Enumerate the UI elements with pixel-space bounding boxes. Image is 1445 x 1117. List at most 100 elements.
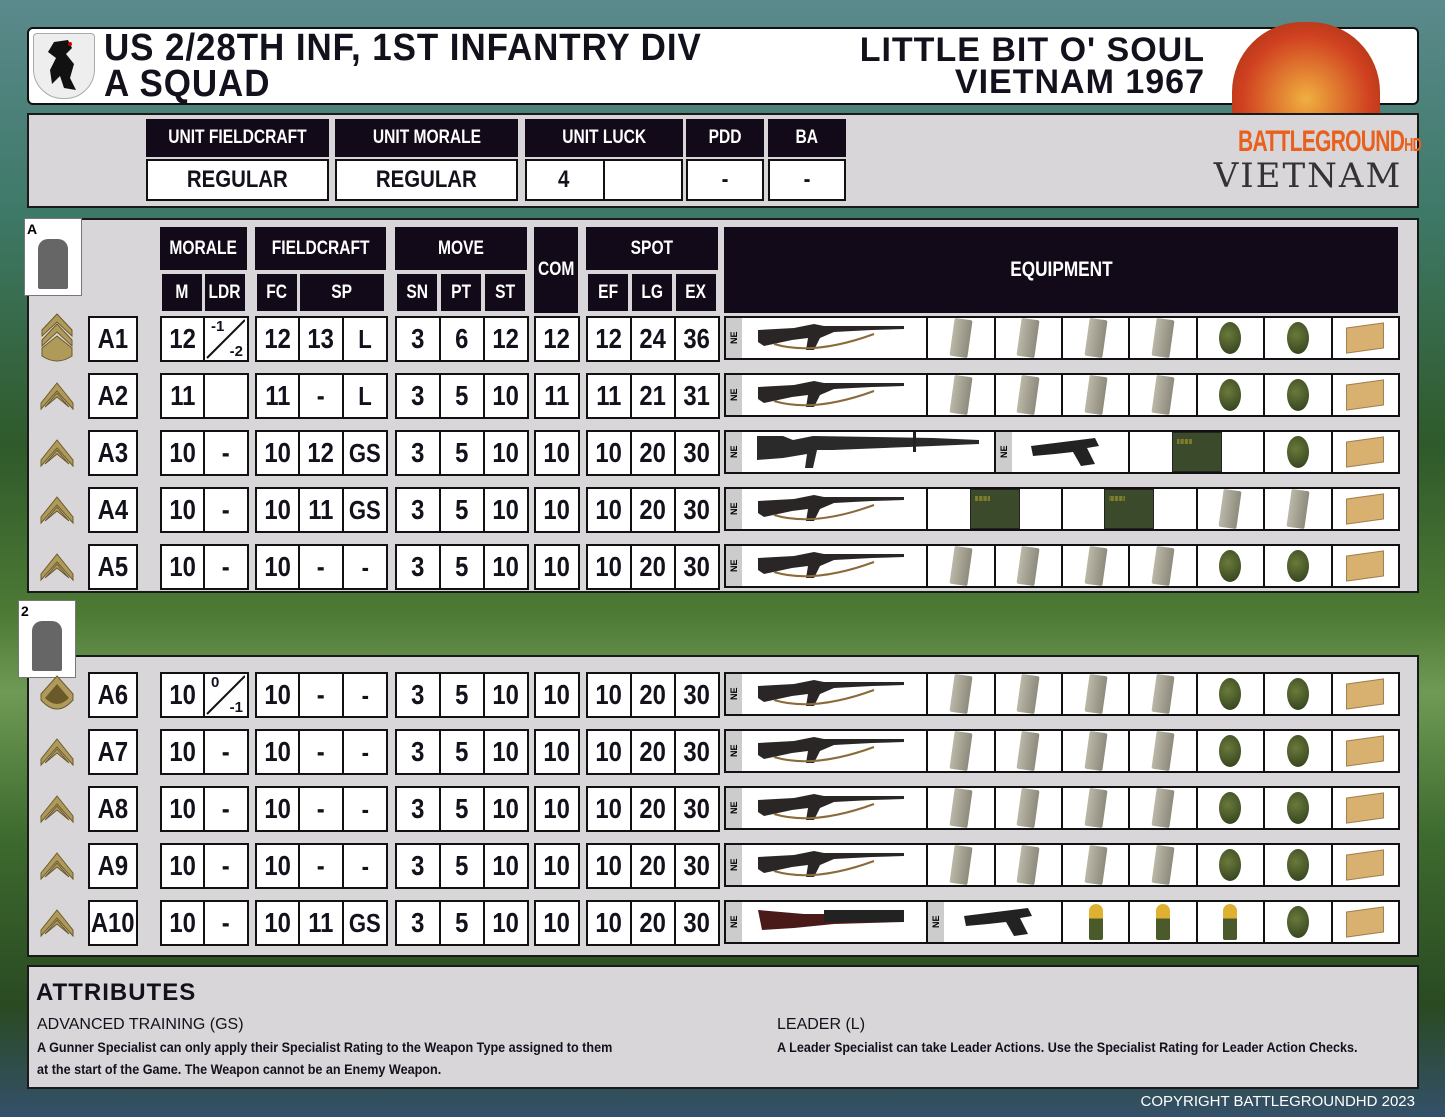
equipment-rifle[interactable]: NE: [726, 731, 929, 771]
equipment-grenade[interactable]: [1198, 318, 1266, 358]
equipment-grenade-launcher[interactable]: NE: [726, 902, 929, 942]
equipment-grenade[interactable]: [1198, 845, 1266, 885]
equipment-magazine[interactable]: [1063, 673, 1131, 715]
equipment-ammo-can[interactable]: ||||||||||||: [1130, 432, 1266, 472]
equipment-40mm-round[interactable]: [1063, 902, 1131, 942]
equipment-magazine[interactable]: [1130, 787, 1198, 829]
equipment-magazine[interactable]: [928, 317, 996, 359]
equipment-grenade[interactable]: [1265, 674, 1333, 714]
equipment-ammo-can[interactable]: ||||||||||||: [928, 489, 1063, 529]
equipment-grenade[interactable]: [1198, 375, 1266, 415]
stat-m: 10: [160, 430, 206, 476]
equipment-ration[interactable]: [1333, 432, 1400, 472]
cell-text: BA: [795, 127, 819, 148]
equipment-magazine[interactable]: [1130, 844, 1198, 886]
equipment-pistol[interactable]: NE: [995, 432, 1131, 472]
equipment-magazine[interactable]: [996, 673, 1063, 715]
cell-text: 10: [264, 907, 292, 938]
equipment-magazine[interactable]: [1063, 317, 1131, 359]
equipment-grenade[interactable]: [1265, 375, 1333, 415]
equipment-ration[interactable]: [1333, 489, 1400, 529]
equipment-magazine[interactable]: [928, 844, 996, 886]
rifle-icon: [754, 373, 914, 418]
equipment-magazine[interactable]: [1063, 844, 1131, 886]
equipment-grenade[interactable]: [1198, 546, 1266, 586]
equipment-magazine[interactable]: [996, 844, 1063, 886]
cell-text: UNIT FIELDCRAFT: [168, 127, 307, 148]
cell-text: A8: [97, 793, 129, 824]
equipment-ration[interactable]: [1333, 902, 1400, 942]
equipment-rifle[interactable]: NE: [726, 843, 929, 888]
equipment-ration[interactable]: [1333, 546, 1400, 586]
equipment-grenade[interactable]: [1265, 902, 1333, 942]
equipment-grenade[interactable]: [1265, 788, 1333, 828]
equipment-slots: NE: [724, 373, 1400, 417]
cell-text: 10: [169, 850, 197, 881]
equipment-magazine[interactable]: [996, 730, 1063, 772]
equipment-ration[interactable]: [1333, 731, 1400, 771]
equipment-grenade[interactable]: [1198, 731, 1266, 771]
equipment-magazine[interactable]: [928, 787, 996, 829]
equipment-rifle[interactable]: NE: [726, 672, 929, 717]
equipment-rifle[interactable]: NE: [726, 373, 929, 418]
unit-pdd-value: -: [686, 159, 764, 201]
equipment-ration[interactable]: [1333, 845, 1400, 885]
equipment-magazine[interactable]: [1063, 787, 1131, 829]
rifle-icon: [754, 843, 914, 888]
equipment-grenade[interactable]: [1198, 788, 1266, 828]
unit-stat-header: UNIT FIELDCRAFT: [146, 119, 329, 157]
equipment-magazine[interactable]: [1130, 374, 1198, 416]
non-expendable-label: NE: [726, 546, 742, 586]
equipment-magazine[interactable]: [1130, 545, 1198, 587]
equipment-rifle[interactable]: NE: [726, 318, 929, 358]
cell-text: 10: [543, 551, 571, 582]
equipment-rifle[interactable]: NE: [726, 546, 929, 586]
equipment-magazine[interactable]: [1063, 545, 1131, 587]
grenade-icon: [1219, 678, 1242, 710]
equipment-magazine[interactable]: [928, 545, 996, 587]
soldier-name: A6: [88, 672, 138, 718]
cell-text: 10: [543, 437, 571, 468]
equipment-ammo-can[interactable]: ||||||||||||: [1063, 489, 1198, 529]
equipment-magazine[interactable]: [1130, 673, 1198, 715]
rank-corporal-icon: [40, 794, 74, 834]
equipment-magazine[interactable]: [1130, 730, 1198, 772]
equipment-40mm-round[interactable]: [1130, 902, 1198, 942]
equipment-grenade[interactable]: [1265, 845, 1333, 885]
equipment-grenade[interactable]: [1198, 674, 1266, 714]
equipment-magazine[interactable]: [1063, 730, 1131, 772]
equipment-magazine[interactable]: [996, 545, 1063, 587]
equipment-magazine[interactable]: [996, 787, 1063, 829]
equipment-ration[interactable]: [1333, 788, 1400, 828]
magazine-icon: [1016, 673, 1040, 715]
equipment-rifle[interactable]: NE: [726, 489, 929, 529]
equipment-magazine[interactable]: [1130, 317, 1198, 359]
equipment-rifle[interactable]: NE: [726, 788, 929, 828]
equipment-grenade[interactable]: [1265, 731, 1333, 771]
rifle-icon: [754, 672, 914, 717]
equipment-magazine[interactable]: [1198, 488, 1266, 530]
equipment-grenade[interactable]: [1265, 432, 1333, 472]
equipment-magazine[interactable]: [928, 374, 996, 416]
cell-text: 10: [543, 907, 571, 938]
cell-text: 5: [455, 494, 469, 525]
equipment-machine-gun[interactable]: NE: [726, 431, 996, 472]
equipment-grenade[interactable]: [1265, 546, 1333, 586]
equipment-magazine[interactable]: [928, 673, 996, 715]
equipment-magazine[interactable]: [928, 730, 996, 772]
equipment-40mm-round[interactable]: [1198, 902, 1266, 942]
equipment-magazine[interactable]: [1265, 488, 1333, 530]
equipment-ration[interactable]: [1333, 318, 1400, 358]
equipment-ration[interactable]: [1333, 674, 1400, 714]
equipment-ration[interactable]: [1333, 375, 1400, 415]
magazine-icon: [1016, 317, 1040, 359]
equipment-magazine[interactable]: [996, 374, 1063, 416]
equipment-magazine[interactable]: [996, 317, 1063, 359]
equipment-magazine[interactable]: [1063, 374, 1131, 416]
cell-text: 10: [169, 551, 197, 582]
equipment-grenade[interactable]: [1265, 318, 1333, 358]
ldr-modifier-bottom: -2: [229, 343, 243, 360]
equipment-pistol[interactable]: NE: [928, 902, 1063, 942]
cell-text: 10: [492, 551, 520, 582]
stat-st: 10: [483, 786, 529, 832]
